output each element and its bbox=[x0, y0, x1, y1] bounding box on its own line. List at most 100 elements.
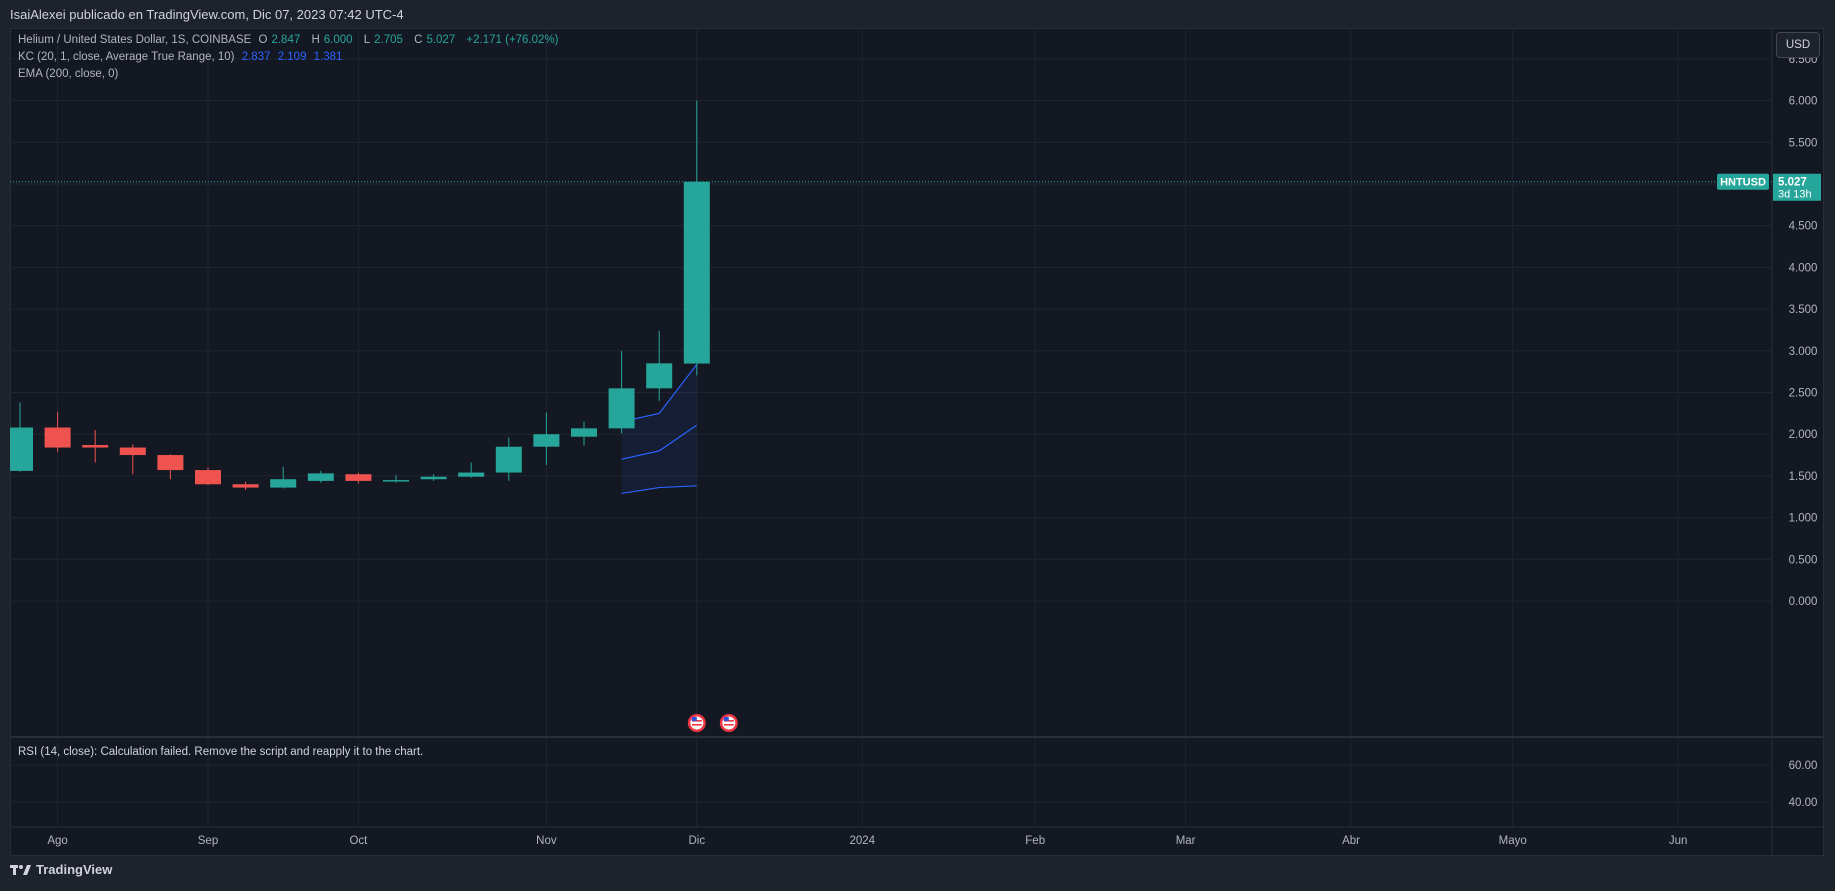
kc-middle-line bbox=[621, 424, 698, 460]
y-tick-label: 2.000 bbox=[1789, 429, 1818, 441]
candle-body bbox=[608, 388, 635, 429]
candle-body bbox=[307, 473, 334, 481]
candle bbox=[307, 470, 334, 483]
top-caption-bar: IsaiAlexei publicado en TradingView.com,… bbox=[0, 0, 1835, 28]
candle bbox=[44, 411, 71, 452]
kc-band-fill bbox=[621, 364, 697, 494]
candle bbox=[119, 444, 146, 475]
kc-lower-value: 1.381 bbox=[313, 51, 343, 63]
y-tick-label: 0.500 bbox=[1789, 554, 1818, 566]
price-tag-bg bbox=[1773, 173, 1821, 201]
kc-middle-value: 2.109 bbox=[277, 51, 307, 63]
candle bbox=[458, 462, 485, 478]
x-tick-label: Feb bbox=[1025, 835, 1045, 847]
candle-body bbox=[571, 428, 597, 437]
price-chart[interactable]: 7.5007.0006.5006.0005.5005.0004.5004.000… bbox=[10, 28, 1824, 856]
candle bbox=[10, 402, 33, 472]
kc-lower-line bbox=[621, 485, 697, 495]
x-tick-label: Oct bbox=[349, 835, 368, 847]
symbol-tag-bg bbox=[1717, 173, 1769, 190]
candle bbox=[571, 421, 597, 446]
flag-canton bbox=[691, 717, 697, 721]
candle bbox=[383, 475, 409, 483]
close-value: 5.027 bbox=[426, 34, 456, 46]
candle bbox=[345, 472, 372, 484]
ema-legend[interactable]: EMA (200, close, 0) bbox=[18, 68, 122, 80]
ema-label: EMA (200, close, 0) bbox=[18, 68, 119, 80]
brand-name: TradingView bbox=[36, 862, 113, 877]
y-tick-label: 5.500 bbox=[1789, 137, 1818, 149]
candle bbox=[195, 467, 221, 486]
candle-body bbox=[44, 427, 71, 448]
currency-button[interactable]: USD bbox=[1776, 32, 1820, 58]
kc-legend[interactable]: KC (20, 1, close, Average True Range, 10… bbox=[18, 51, 346, 63]
rsi-error-message: RSI (14, close): Calculation failed. Rem… bbox=[18, 746, 424, 758]
x-tick-label: Sep bbox=[198, 835, 218, 847]
y-tick-label: 4.500 bbox=[1789, 221, 1818, 233]
flag-stripe bbox=[723, 724, 734, 726]
candle-body bbox=[383, 480, 409, 482]
y-tick-label: 1.500 bbox=[1789, 471, 1818, 483]
y-tick-label: 1.000 bbox=[1789, 513, 1818, 525]
x-tick-label: Ago bbox=[47, 835, 67, 847]
y-tick-label: 6.000 bbox=[1789, 96, 1818, 108]
y-tick-label: 3.000 bbox=[1789, 346, 1818, 358]
candle bbox=[495, 437, 522, 481]
y-tick-label: 3.500 bbox=[1789, 304, 1818, 316]
x-tick-label: Mayo bbox=[1499, 835, 1527, 847]
candle-body bbox=[683, 181, 710, 364]
candle-body bbox=[270, 479, 297, 488]
price-tag-countdown: 3d 13h bbox=[1778, 189, 1812, 201]
candle bbox=[270, 466, 297, 489]
high-value: 6.000 bbox=[323, 34, 353, 46]
candle-body bbox=[82, 445, 109, 448]
rsi-tick-label: 60.00 bbox=[1789, 760, 1818, 772]
high-label: H bbox=[311, 34, 320, 46]
candle-body bbox=[232, 484, 259, 488]
flag-canton bbox=[723, 717, 729, 721]
low-value: 2.705 bbox=[374, 34, 403, 46]
rsi-tick-label: 40.00 bbox=[1789, 797, 1818, 809]
x-tick-label: Nov bbox=[536, 835, 557, 847]
symbol-tag-text: HNTUSD bbox=[1720, 177, 1766, 189]
event-marker[interactable] bbox=[719, 714, 738, 732]
candle bbox=[533, 412, 560, 466]
x-tick-label: Jun bbox=[1669, 835, 1688, 847]
price-tag-value: 5.027 bbox=[1778, 177, 1807, 189]
candle-body bbox=[495, 446, 522, 473]
close-label: C bbox=[414, 34, 423, 46]
candle-body bbox=[533, 434, 560, 447]
candle bbox=[646, 330, 673, 401]
y-tick-label: 0.000 bbox=[1789, 596, 1818, 608]
flag-stripe bbox=[691, 724, 702, 726]
symbol-name: Helium / United States Dollar, 1S, COINB… bbox=[18, 34, 252, 46]
candle-body bbox=[157, 455, 184, 471]
y-tick-label: 2.500 bbox=[1789, 388, 1818, 400]
candle-body bbox=[646, 363, 673, 389]
x-tick-label: Abr bbox=[1342, 835, 1360, 847]
candle-body bbox=[195, 470, 221, 485]
chart-panel bbox=[10, 28, 1824, 856]
x-tick-label: 2024 bbox=[849, 835, 875, 847]
open-label: O bbox=[258, 34, 268, 46]
candle-body bbox=[119, 447, 146, 456]
candle bbox=[608, 350, 635, 434]
low-label: L bbox=[363, 34, 371, 46]
candle-body bbox=[345, 474, 372, 481]
x-tick-label: Mar bbox=[1176, 835, 1196, 847]
candle bbox=[683, 100, 710, 376]
kc-upper-value: 2.837 bbox=[241, 51, 271, 63]
candle bbox=[420, 474, 447, 481]
candle bbox=[232, 481, 259, 491]
candle bbox=[82, 430, 109, 463]
candle bbox=[157, 454, 184, 480]
kc-label: KC (20, 1, close, Average True Range, 10… bbox=[18, 51, 235, 63]
tradingview-logo-icon bbox=[10, 864, 31, 875]
tradingview-footer[interactable]: TradingView bbox=[10, 862, 112, 877]
open-value: 2.847 bbox=[271, 34, 301, 46]
event-marker[interactable] bbox=[687, 714, 706, 732]
change-value: +2.171 (+76.02%) bbox=[466, 34, 559, 46]
symbol-legend: Helium / United States Dollar, 1S, COINB… bbox=[18, 34, 563, 46]
publish-caption: IsaiAlexei publicado en TradingView.com,… bbox=[10, 7, 404, 22]
